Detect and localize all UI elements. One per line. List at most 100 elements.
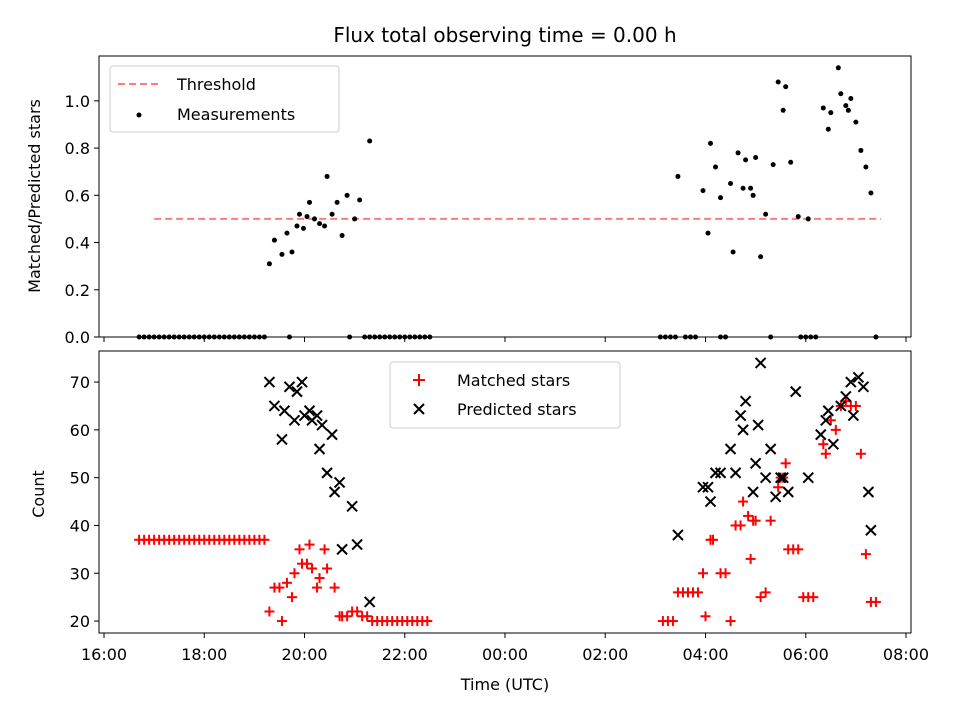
measurement-point [236, 334, 242, 340]
predicted-point-b [835, 400, 847, 412]
legend-matched-label: Matched stars [457, 371, 570, 390]
matched-point [352, 606, 363, 617]
measurement-point [723, 334, 729, 340]
legend-measurements-label: Measurements [177, 105, 295, 124]
measurement-point [845, 107, 851, 113]
measurement-point [412, 334, 418, 340]
predicted-point [363, 596, 376, 608]
predicted-point-b [321, 467, 333, 479]
predicted-point-b [749, 457, 762, 470]
measurement-point [407, 334, 413, 340]
predicted-point-b [820, 414, 832, 427]
predicted-point-b [852, 371, 865, 383]
predicted-point [296, 376, 308, 388]
predicted-point [263, 376, 276, 388]
x-tick-label: 04:00 [682, 645, 728, 664]
predicted-point [351, 538, 363, 551]
predicted-point-b [774, 471, 787, 484]
measurement-point [261, 334, 267, 340]
measurement-point [700, 188, 706, 194]
bottom-legend-box [389, 361, 621, 429]
top-plot-marks [136, 65, 881, 340]
predicted-point [777, 471, 789, 484]
measurement-point [768, 334, 774, 340]
measurement-point [868, 190, 874, 196]
predicted-point [709, 467, 722, 479]
matched-point [738, 496, 749, 507]
predicted-point [291, 385, 303, 398]
measurement-point [289, 249, 295, 255]
predicted-point [857, 381, 870, 393]
predicted-point-b [714, 467, 727, 479]
predicted-point [802, 471, 814, 484]
predicted-point [754, 357, 767, 369]
matched-point [322, 563, 333, 574]
measurement-point [312, 216, 318, 222]
predicted-point-b [328, 486, 341, 498]
measurement-point [322, 223, 328, 229]
predicted-point-b [862, 486, 875, 498]
measurement-point [848, 96, 854, 102]
measurement-point [708, 140, 714, 146]
matched-point [667, 616, 678, 627]
predicted-point [835, 400, 847, 412]
matched-point [264, 606, 275, 617]
matched-point [259, 534, 270, 545]
predicted-point [840, 390, 852, 403]
measurement-point [718, 334, 724, 340]
predicted-point [827, 438, 840, 450]
predicted-point [714, 467, 727, 479]
predicted-point-b [296, 376, 308, 388]
matched-point [276, 616, 287, 627]
measurement-point [176, 334, 182, 340]
predicted-point-b [351, 538, 363, 551]
matched-point [870, 596, 881, 607]
legend-predicted-swatch [413, 403, 425, 415]
measurement-point [730, 249, 736, 255]
measurement-point [687, 334, 693, 340]
predicted-point [729, 467, 742, 479]
predicted-point [845, 376, 857, 388]
bottom-panel: 20 30 40 50 60 70 16:00 18:00 20:00 22:00 00:00 02… [29, 350, 929, 694]
predicted-point-b [333, 476, 346, 489]
predicted-point-b [316, 419, 328, 431]
y-tick-label: 0.6 [65, 186, 90, 205]
measurement-point [201, 334, 207, 340]
y-tick-label: 0.8 [65, 139, 90, 158]
y-tick-label: 40 [70, 516, 90, 535]
predicted-point [862, 486, 875, 498]
measurement-point [843, 103, 849, 109]
bottom-plot-marks [134, 357, 881, 627]
matched-point [342, 611, 353, 622]
measurement-point [825, 126, 831, 132]
measurement-point [672, 334, 678, 340]
x-tick-label: 20:00 [281, 645, 327, 664]
predicted-point-b [278, 405, 291, 417]
measurement-point [271, 237, 277, 243]
matched-point [302, 558, 313, 569]
measurement-point [382, 334, 388, 340]
measurement-point [334, 199, 340, 205]
predicted-point [737, 424, 749, 436]
measurement-point [301, 225, 307, 231]
measurement-point [352, 216, 358, 222]
matched-point [750, 515, 761, 526]
predicted-point-b [777, 471, 789, 484]
predicted-point [697, 481, 709, 493]
measurement-point [422, 334, 428, 340]
predicted-point [847, 409, 860, 422]
measurement-point [718, 195, 724, 201]
matched-point [692, 587, 703, 598]
measurement-point [728, 181, 734, 187]
matched-point [362, 611, 373, 622]
measurement-point [344, 192, 350, 198]
matched-point [697, 568, 708, 579]
measurement-point [743, 157, 749, 163]
measurement-point [171, 334, 177, 340]
measurement-point [735, 150, 741, 156]
matched-point [314, 573, 325, 584]
predicted-point-b [702, 481, 714, 493]
chart-title: Flux total observing time = 0.00 h [333, 23, 676, 47]
predicted-point-b [790, 385, 802, 398]
measurement-point [286, 334, 292, 340]
